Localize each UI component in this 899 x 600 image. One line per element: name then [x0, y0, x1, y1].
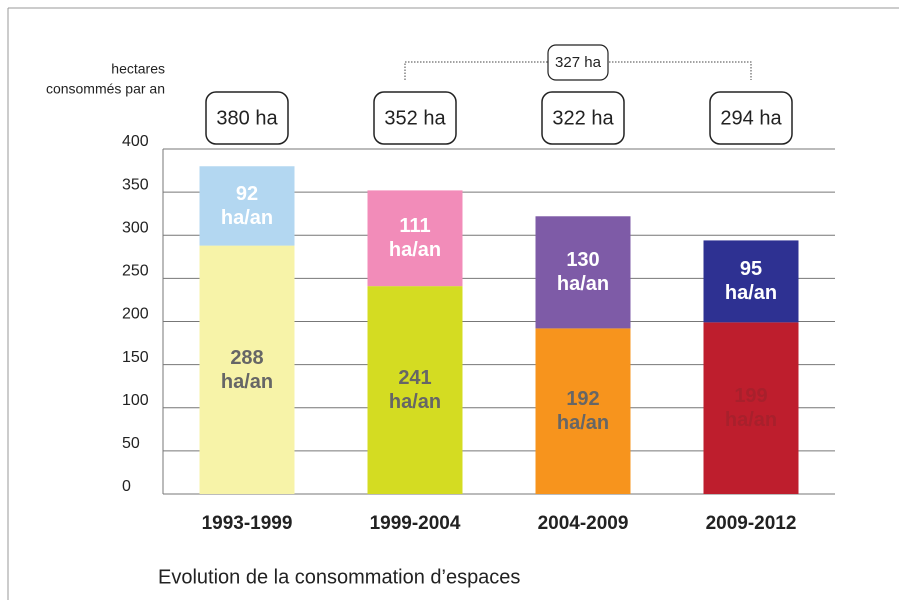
x-tick-label: 1999-2004 [370, 513, 461, 534]
y-tick-label: 400 [122, 133, 149, 150]
bar-segment [703, 240, 799, 323]
value-label: 130 ha/an [556, 249, 610, 296]
bracket [404, 61, 752, 80]
bar-segment [199, 245, 295, 494]
value-label: 288 ha/an [220, 346, 274, 393]
value-label: 92 ha/an [220, 182, 274, 229]
y-tick-label: 100 [122, 392, 149, 409]
total-box [709, 91, 793, 145]
total-label: 380 ha [216, 107, 278, 129]
total-box [541, 91, 625, 145]
bar-segment [535, 328, 631, 494]
total-box [373, 91, 457, 145]
total-label: 352 ha [384, 107, 446, 129]
y-tick-label: 300 [122, 219, 149, 236]
annotation-box [547, 44, 609, 81]
y-label: hectares [111, 61, 165, 77]
value-label: 199 ha/an [724, 385, 778, 432]
total-box [205, 91, 289, 145]
value-label: 111 ha/an [388, 215, 442, 262]
y-tick-label: 350 [122, 176, 149, 193]
x-tick-label: 2004-2009 [538, 513, 629, 534]
y-tick-label: 200 [122, 306, 149, 323]
total-label: 294 ha [720, 107, 782, 129]
x-tick-label: 1993-1999 [202, 513, 293, 534]
y-tick-label: 0 [122, 478, 131, 495]
value-label: 241 ha/an [388, 367, 442, 414]
y-label: consommés par an [46, 81, 165, 97]
chart-title: Evolution de la consommation d’espaces [158, 566, 520, 588]
y-tick-label: 50 [122, 435, 140, 452]
bar-segment [367, 190, 463, 287]
y-tick-label: 150 [122, 349, 149, 366]
value-label: 192 ha/an [556, 388, 610, 435]
y-tick-label: 250 [122, 263, 149, 280]
annotation: 327 ha [555, 54, 602, 71]
x-tick-label: 2009-2012 [706, 513, 797, 534]
bar-segment [535, 216, 631, 329]
bar-segment [703, 322, 799, 494]
value-label: 95 ha/an [724, 258, 778, 305]
bar-segment [367, 286, 463, 494]
bar-segment [199, 166, 295, 246]
total-label: 322 ha [552, 107, 614, 129]
